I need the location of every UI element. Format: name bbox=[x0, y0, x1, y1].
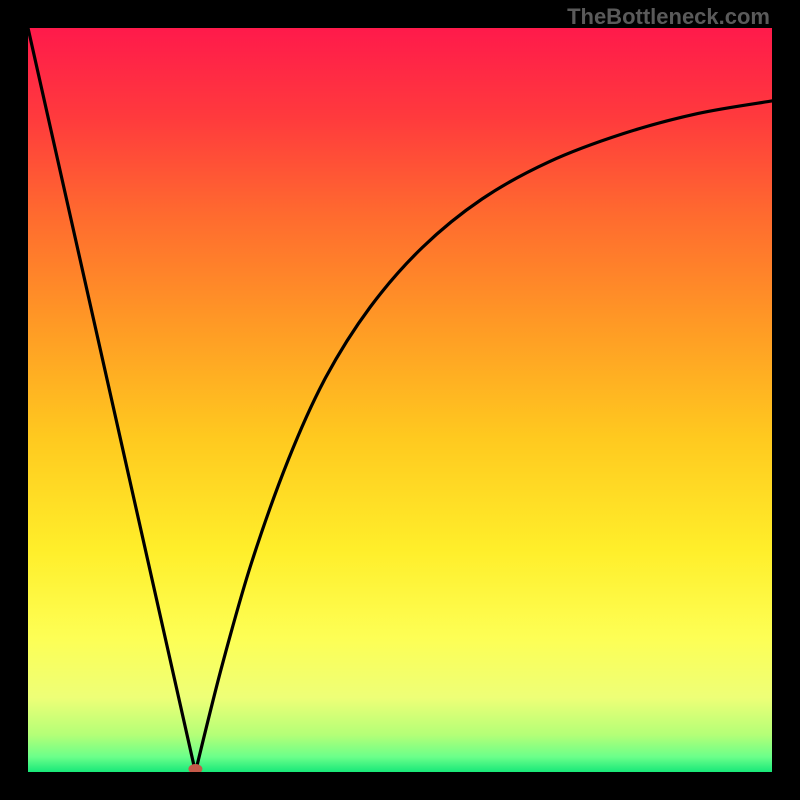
chart-container: TheBottleneck.com bbox=[0, 0, 800, 800]
bottleneck-curve bbox=[28, 28, 772, 772]
optimal-point-marker bbox=[188, 764, 202, 772]
curve-layer bbox=[28, 28, 772, 772]
watermark-text: TheBottleneck.com bbox=[567, 4, 770, 30]
plot-area bbox=[28, 28, 772, 772]
